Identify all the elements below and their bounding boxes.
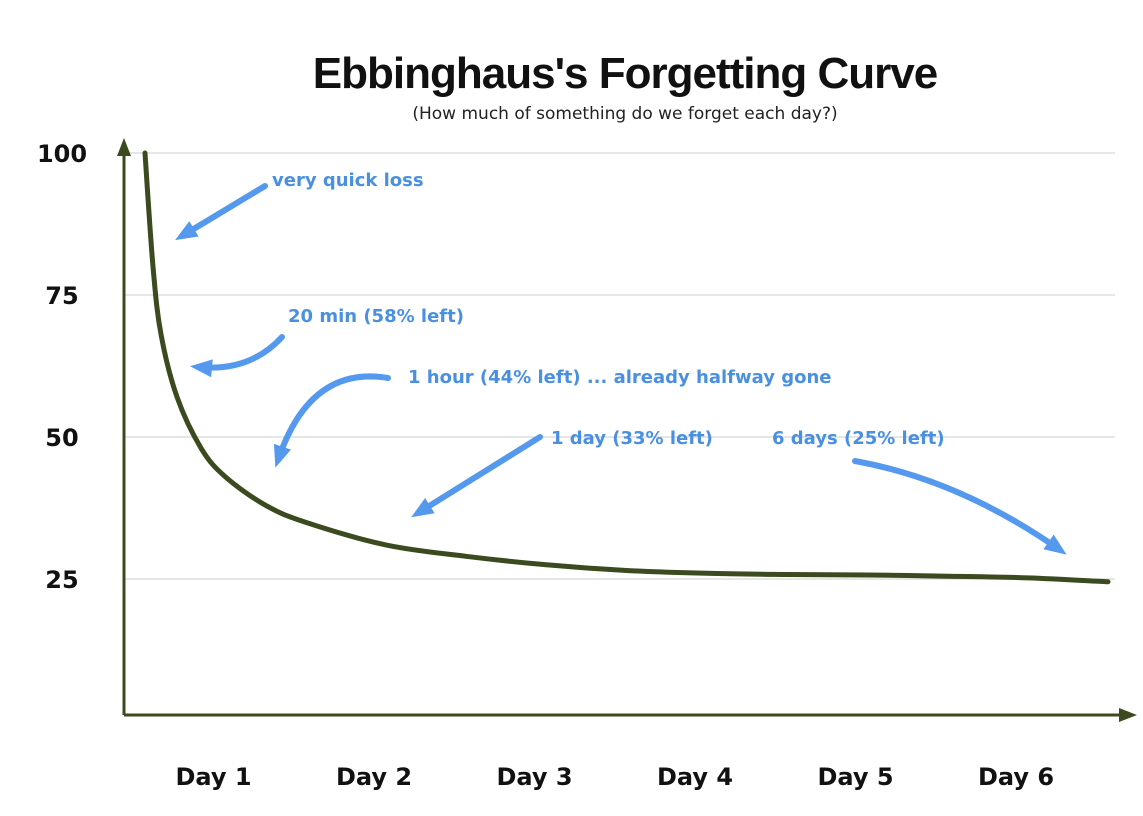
y-tick-label: 100 [37, 140, 87, 168]
annotation-label: very quick loss [272, 170, 424, 191]
arrowhead-icon [190, 359, 213, 378]
annotation-arrow [852, 458, 1063, 553]
annotations: very quick loss 20 min (58% left) 1 hour (… [175, 170, 1067, 555]
chart-subtitle: (How much of something do we forget each… [412, 104, 837, 124]
annotation: 20 min (58% left) [190, 306, 464, 378]
annotation: 1 hour (44% left) ... already halfway go… [273, 367, 831, 468]
y-axis-arrow-icon [117, 138, 131, 156]
x-tick-label: Day 5 [817, 763, 893, 791]
x-axis-arrow-icon [1119, 708, 1137, 722]
x-tick-label: Day 4 [657, 763, 733, 791]
annotation-arrow [179, 183, 268, 239]
x-tick-label: Day 3 [496, 763, 572, 791]
annotation: 1 day (33% left) [411, 428, 713, 518]
arrowhead-icon [273, 443, 291, 468]
annotation-label: 20 min (58% left) [288, 306, 464, 327]
annotation-label: 1 hour (44% left) ... already halfway go… [408, 367, 831, 388]
y-tick-label: 75 [45, 282, 78, 310]
chart-title: Ebbinghaus's Forgetting Curve [313, 49, 937, 98]
arrowhead-icon [175, 221, 199, 241]
annotation-arrow [275, 373, 391, 463]
y-tick-label: 50 [45, 424, 78, 452]
annotation: very quick loss [175, 170, 424, 241]
y-tick-label: 25 [45, 566, 78, 594]
arrowhead-icon [1043, 534, 1067, 555]
arrowhead-icon [411, 498, 435, 518]
forgetting-curve-line [142, 150, 1111, 585]
annotation-label: 6 days (25% left) [772, 428, 945, 449]
x-axis-ticks: Day 1 Day 2 Day 3 Day 4 Day 5 Day 6 [175, 763, 1054, 791]
annotation-label: 1 day (33% left) [551, 428, 713, 449]
y-axis-ticks: 100 75 50 25 [37, 140, 87, 594]
x-tick-label: Day 6 [978, 763, 1054, 791]
annotation: 6 days (25% left) [772, 428, 1067, 555]
grid-lines [124, 152, 1115, 580]
x-tick-label: Day 2 [336, 763, 412, 791]
x-tick-label: Day 1 [175, 763, 251, 791]
axes [117, 138, 1137, 722]
annotation-arrow [415, 434, 543, 516]
